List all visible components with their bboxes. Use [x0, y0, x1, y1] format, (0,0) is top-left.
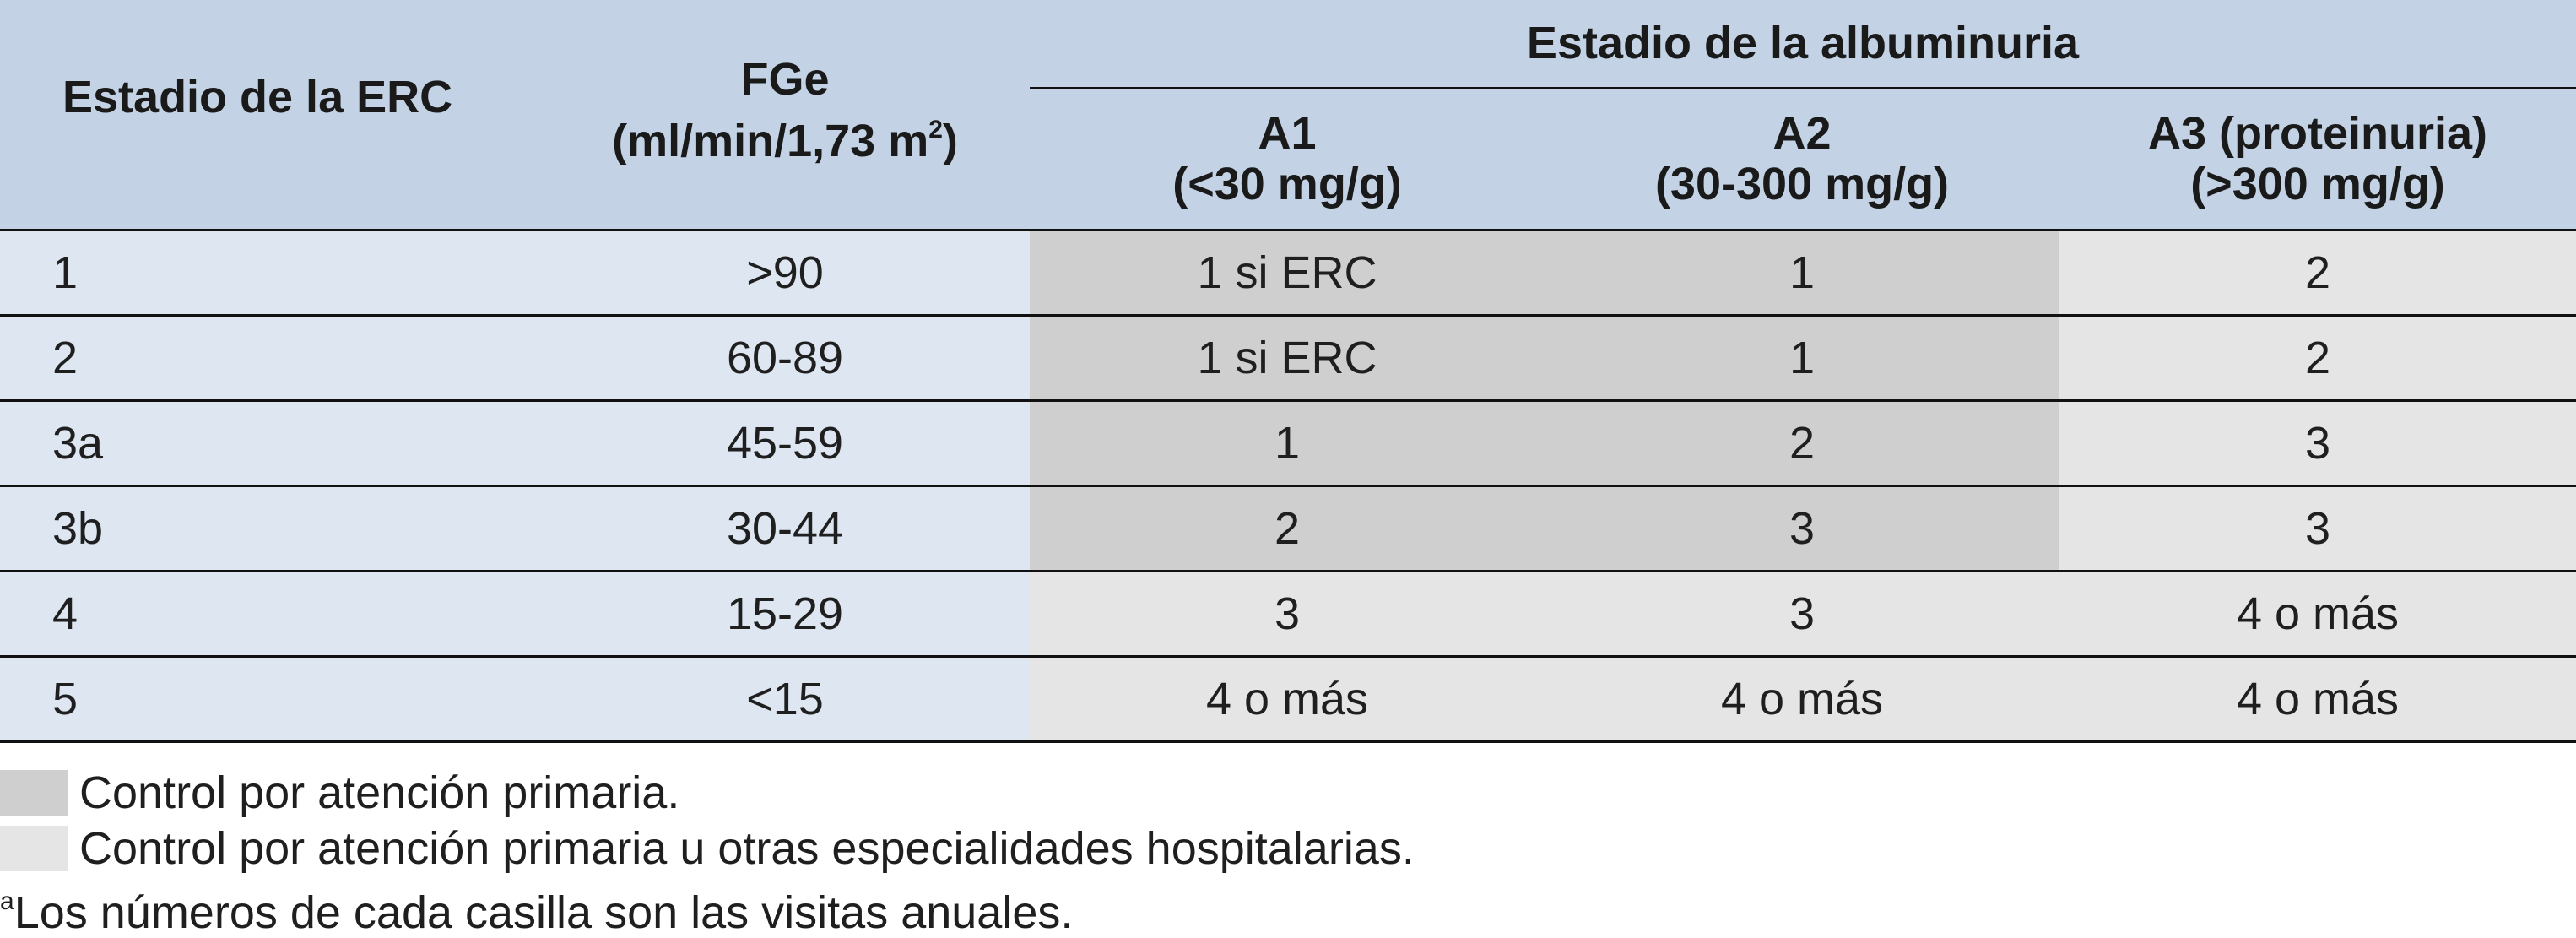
ckd-stage-header: Estadio de la ERC: [62, 72, 453, 123]
legend-label-primary-or-hospital: Control por atención primaria u otras es…: [79, 823, 1415, 874]
a1-visits-cell: 1: [1030, 400, 1545, 487]
a1-header: A1 (<30 mg/g): [1172, 108, 1402, 209]
a2-visits-cell: 3: [1545, 571, 2059, 658]
legend-primary-care: Control por atención primaria.: [0, 767, 2576, 819]
table-body: 1 >90 1 si ERC 1 2 2 60-89 1 si ERC 1 2 …: [0, 230, 2576, 743]
a3-visits-cell: 2: [2059, 230, 2576, 317]
a1-visits-cell: 4 o más: [1030, 656, 1545, 743]
a1-visits-cell: 3: [1030, 571, 1545, 658]
egfr-header-title: FGe: [740, 53, 830, 105]
egfr-cell: 15-29: [540, 571, 1030, 658]
ckd-follow-up-table: Estadio de la ERC FGe (ml/min/1,73 m2) E…: [0, 0, 2576, 743]
a2-header: A2 (30-300 mg/g): [1654, 108, 1950, 209]
egfr-cell: <15: [540, 656, 1030, 743]
legend-primary-or-hospital: Control por atención primaria u otras es…: [0, 822, 2576, 875]
a2-visits-cell: 3: [1545, 485, 2059, 572]
a1-visits-cell: 2: [1030, 485, 1545, 572]
ckd-stage-cell: 5: [0, 656, 540, 743]
footnote-text: Los números de cada casilla son las visi…: [14, 887, 1074, 938]
legend-label-primary-care: Control por atención primaria.: [79, 767, 680, 818]
ckd-stage-cell: 2: [0, 315, 540, 402]
a3-visits-cell: 3: [2059, 485, 2576, 572]
a3-visits-cell: 2: [2059, 315, 2576, 402]
a2-visits-cell: 1: [1545, 230, 2059, 317]
legend-swatch-light: [0, 826, 68, 871]
ckd-stage-cell: 3a: [0, 400, 540, 487]
a2-visits-cell: 2: [1545, 400, 2059, 487]
a2-visits-cell: 1: [1545, 315, 2059, 402]
a2-visits-cell: 4 o más: [1545, 656, 2059, 743]
egfr-header-unit: (ml/min/1,73 m2): [612, 115, 958, 166]
ckd-stage-cell: 4: [0, 571, 540, 658]
egfr-cell: 60-89: [540, 315, 1030, 402]
a1-visits-cell: 1 si ERC: [1030, 315, 1545, 402]
table-row: 3b 30-44 2 3 3: [0, 485, 2576, 572]
a3-visits-cell: 3: [2059, 400, 2576, 487]
egfr-cell: 45-59: [540, 400, 1030, 487]
egfr-cell: 30-44: [540, 485, 1030, 572]
footnote: aLos números de cada casilla son las vis…: [0, 878, 1073, 936]
albuminuria-group-header: Estadio de la albuminuria: [1030, 0, 2576, 89]
table-row: 5 <15 4 o más 4 o más 4 o más: [0, 656, 2576, 743]
a3-visits-cell: 4 o más: [2059, 656, 2576, 743]
egfr-header: FGe (ml/min/1,73 m2): [540, 0, 1030, 230]
a1-visits-cell: 1 si ERC: [1030, 230, 1545, 317]
egfr-cell: >90: [540, 230, 1030, 317]
footnote-marker: a: [0, 887, 14, 915]
a3-header: A3 (proteinuria) (>300 mg/g): [2147, 108, 2488, 209]
ckd-stage-cell: 3b: [0, 485, 540, 572]
table-row: 4 15-29 3 3 4 o más: [0, 571, 2576, 658]
header-group-row: Estadio de la ERC FGe (ml/min/1,73 m2) E…: [0, 0, 2576, 166]
legend-swatch-dark: [0, 770, 68, 816]
table-row: 1 >90 1 si ERC 1 2: [0, 230, 2576, 317]
ckd-stage-cell: 1: [0, 230, 540, 317]
table-row: 2 60-89 1 si ERC 1 2: [0, 315, 2576, 402]
table-row: 3a 45-59 1 2 3: [0, 400, 2576, 487]
a3-visits-cell: 4 o más: [2059, 571, 2576, 658]
